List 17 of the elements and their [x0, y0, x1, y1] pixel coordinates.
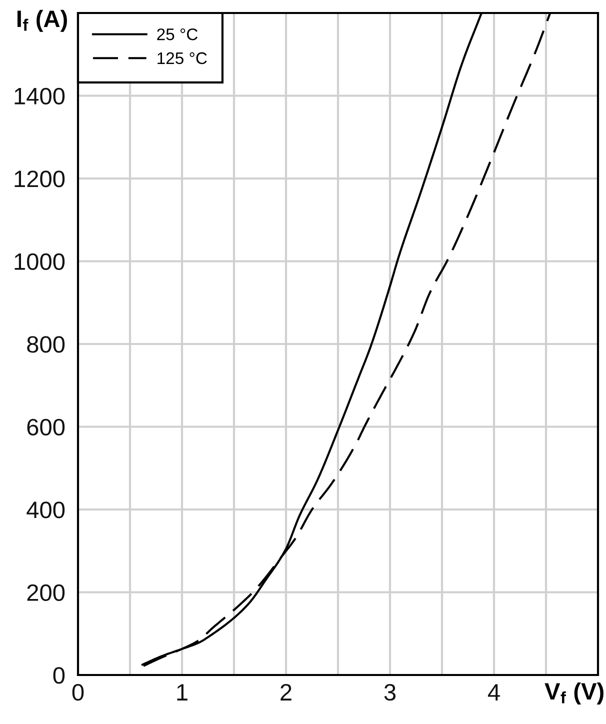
legend-label: 125 °C [158, 52, 207, 64]
y-tick-label: 400 [26, 502, 65, 518]
y-axis-title: I$_{f}$ (A) [17, 10, 67, 32]
y-tick-label: 1000 [14, 253, 65, 270]
legend-label: 25 °C [157, 28, 198, 40]
x-tick-label: 0 [72, 684, 84, 701]
y-tick-label: 800 [27, 336, 65, 353]
y-tick-label: 600 [27, 418, 65, 436]
x-tick-label: 1 [177, 684, 188, 700]
x-tick-label: 2 [280, 684, 292, 700]
y-tick-label: 1200 [14, 170, 65, 188]
y-tick-label: 200 [27, 584, 65, 602]
x-tick-label: 4 [488, 684, 500, 700]
x-axis-title: V$_{f}$ (V) [544, 682, 604, 704]
y-tick-label: 0 [53, 667, 65, 684]
x-tick-label: 3 [384, 684, 396, 701]
y-tick-label: 1400 [14, 88, 65, 105]
